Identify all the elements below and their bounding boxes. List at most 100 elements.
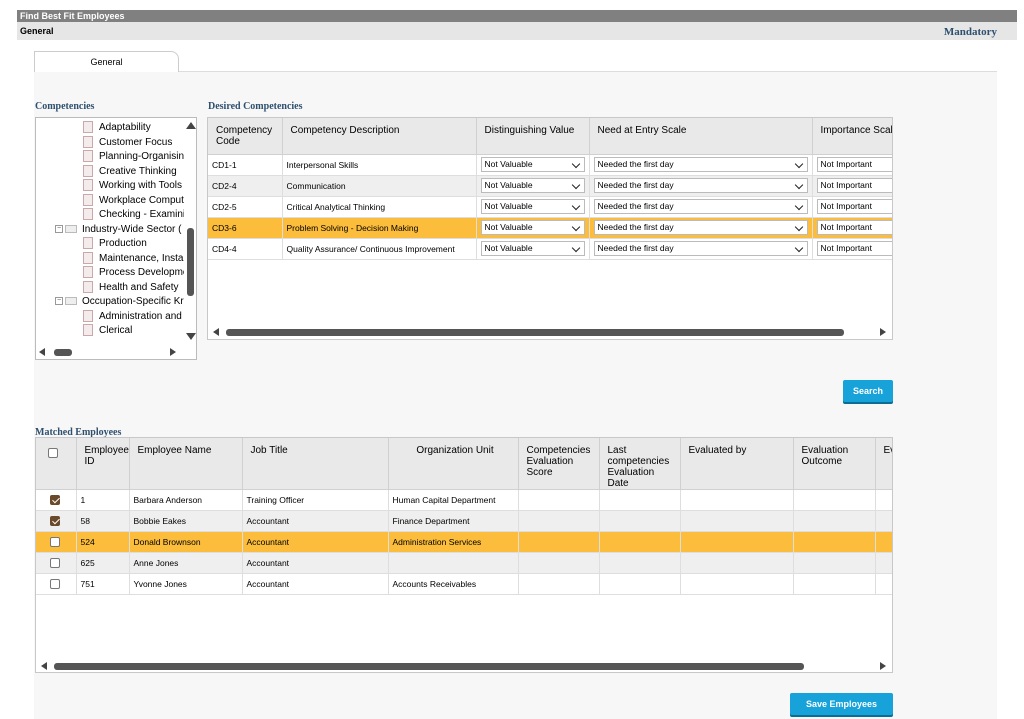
need-at-entry-select[interactable]: Needed the first day bbox=[593, 199, 808, 214]
need-at-entry-select[interactable]: Needed the first day bbox=[593, 241, 808, 256]
col-evaluation-outcome[interactable]: Evaluation Outcome bbox=[793, 438, 876, 490]
scroll-left-icon[interactable] bbox=[39, 348, 45, 356]
tree-leaf[interactable]: Working with Tools bbox=[83, 179, 182, 193]
chevron-down-icon bbox=[571, 201, 580, 211]
importance-select[interactable]: Not Important bbox=[816, 157, 892, 172]
col-need-at-entry-scale[interactable]: Need at Entry Scale bbox=[589, 118, 813, 155]
row-checkbox[interactable] bbox=[50, 516, 60, 527]
tree-folder[interactable]: − Industry-Wide Sector ( bbox=[55, 223, 181, 237]
row-checkbox[interactable] bbox=[50, 537, 60, 548]
importance-select[interactable]: Not Important bbox=[816, 199, 892, 214]
select-value: Not Important bbox=[820, 201, 873, 211]
checkbox-cell bbox=[36, 552, 77, 574]
table-row[interactable]: 751 Yvonne Jones Accountant Accounts Receiv… bbox=[36, 573, 892, 595]
scroll-down-icon[interactable] bbox=[186, 333, 196, 340]
search-button[interactable]: Search bbox=[843, 380, 893, 402]
empty-cell bbox=[680, 552, 794, 574]
col-evaluated-by[interactable]: Evaluated by bbox=[680, 438, 794, 490]
distinguishing-value-select[interactable]: Not Valuable bbox=[480, 241, 585, 256]
select-all-header[interactable] bbox=[36, 438, 77, 490]
need-at-entry-select[interactable]: Needed the first day bbox=[593, 220, 808, 235]
tree-leaf[interactable]: Clerical bbox=[83, 324, 132, 338]
empty-cell bbox=[875, 531, 892, 553]
distinguishing-value-select[interactable]: Not Valuable bbox=[480, 157, 585, 172]
tree-leaf[interactable]: Health and Safety bbox=[83, 280, 179, 295]
table-row[interactable]: CD1-1 Interpersonal Skills Not Valuable Nee… bbox=[208, 154, 892, 176]
col-evaluation-remarks[interactable]: Ev Re bbox=[875, 438, 892, 490]
competency-description-cell: Quality Assurance/ Continuous Improvemen… bbox=[282, 238, 477, 260]
col-competency-description[interactable]: Competency Description bbox=[282, 118, 477, 155]
scroll-left-icon[interactable] bbox=[213, 328, 219, 336]
col-employee-name[interactable]: Employee Name bbox=[129, 438, 243, 490]
scroll-right-icon[interactable] bbox=[170, 348, 176, 356]
scroll-up-icon[interactable] bbox=[186, 122, 196, 129]
desired-horizontal-thumb[interactable] bbox=[226, 329, 844, 336]
job-title-cell: Training Officer bbox=[242, 489, 389, 511]
tree-item-label: Working with Tools bbox=[99, 180, 182, 191]
table-row[interactable]: CD2-5 Critical Analytical Thinking Not Val… bbox=[208, 196, 892, 218]
table-row[interactable]: 1 Barbara Anderson Training Officer Human C… bbox=[36, 489, 892, 511]
scroll-left-icon[interactable] bbox=[41, 662, 47, 670]
need-at-entry-select[interactable]: Needed the first day bbox=[593, 157, 808, 172]
row-checkbox[interactable] bbox=[50, 495, 60, 506]
document-icon bbox=[83, 164, 93, 177]
select-value: Not Valuable bbox=[484, 180, 533, 190]
importance-select[interactable]: Not Important bbox=[816, 220, 892, 235]
save-employees-button[interactable]: Save Employees bbox=[790, 693, 893, 715]
distinguishing-value-select[interactable]: Not Valuable bbox=[480, 178, 585, 193]
matched-horizontal-thumb[interactable] bbox=[54, 663, 804, 670]
empty-cell bbox=[875, 573, 892, 595]
row-checkbox[interactable] bbox=[50, 579, 60, 590]
tree-leaf[interactable]: Creative Thinking bbox=[83, 164, 177, 179]
need-at-entry-select[interactable]: Needed the first day bbox=[593, 178, 808, 193]
collapse-icon[interactable]: − bbox=[55, 297, 63, 306]
tree-horizontal-scrollbar[interactable] bbox=[36, 345, 196, 359]
table-row[interactable]: CD2-4 Communication Not Valuable Needed the… bbox=[208, 175, 892, 197]
col-distinguishing-value[interactable]: Distinguishing Value bbox=[476, 118, 590, 155]
mandatory-link[interactable]: Mandatory bbox=[943, 26, 997, 38]
tree-leaf[interactable]: Customer Focus bbox=[83, 135, 172, 150]
table-row[interactable]: 58 Bobbie Eakes Accountant Finance Departme… bbox=[36, 510, 892, 532]
tree-leaf[interactable]: Checking - Examini bbox=[83, 208, 185, 222]
row-checkbox[interactable] bbox=[50, 558, 60, 569]
col-last-evaluation-date[interactable]: Last competencies Evaluation Date bbox=[599, 438, 681, 490]
col-competency-code[interactable]: Competency Code bbox=[208, 118, 283, 155]
desired-horizontal-scrollbar[interactable] bbox=[208, 325, 892, 339]
col-job-title[interactable]: Job Title bbox=[242, 438, 389, 490]
tree-leaf[interactable]: Maintenance, Insta bbox=[83, 251, 184, 266]
tree-leaf[interactable]: Workplace Computi bbox=[83, 193, 186, 208]
employee-id-cell: 1 bbox=[76, 489, 130, 511]
distinguishing-value-select[interactable]: Not Valuable bbox=[480, 220, 585, 235]
tree-vertical-scrollbar[interactable] bbox=[184, 118, 196, 344]
tree-leaf[interactable]: Production bbox=[83, 237, 147, 251]
importance-select[interactable]: Not Important bbox=[816, 178, 892, 193]
tree-horizontal-thumb[interactable] bbox=[54, 349, 72, 356]
table-row[interactable]: CD4-4 Quality Assurance/ Continuous Impro… bbox=[208, 238, 892, 260]
col-employee-id[interactable]: Employee ID bbox=[76, 438, 130, 490]
tree-leaf[interactable]: Administration and bbox=[83, 309, 182, 324]
col-importance-scale[interactable]: Importance Scale bbox=[812, 118, 892, 155]
col-organization-unit[interactable]: Organization Unit bbox=[388, 438, 519, 490]
matched-horizontal-scrollbar[interactable] bbox=[36, 659, 892, 672]
employee-name-cell: Donald Brownson bbox=[129, 531, 243, 553]
tree-vertical-thumb[interactable] bbox=[187, 228, 194, 296]
tree-folder[interactable]: − Occupation-Specific Kr bbox=[55, 295, 184, 309]
tab-general[interactable]: General bbox=[34, 51, 179, 72]
empty-cell bbox=[518, 552, 600, 574]
select-all-checkbox[interactable] bbox=[48, 448, 58, 459]
table-row[interactable]: CD3-6 Problem Solving - Decision Making No… bbox=[208, 217, 892, 239]
tree-leaf[interactable]: Adaptability bbox=[83, 121, 151, 135]
empty-cell bbox=[599, 510, 681, 532]
table-row[interactable]: 625 Anne Jones Accountant bbox=[36, 552, 892, 574]
competencies-tree[interactable]: Adaptability Customer Focus Planning-Organ… bbox=[35, 117, 197, 360]
scroll-right-icon[interactable] bbox=[880, 328, 886, 336]
importance-select[interactable]: Not Important bbox=[816, 241, 892, 256]
table-row[interactable]: 524 Donald Brownson Accountant Administrati… bbox=[36, 531, 892, 553]
col-competencies-evaluation-score[interactable]: Competencies Evaluation Score bbox=[518, 438, 600, 490]
distinguishing-value-select[interactable]: Not Valuable bbox=[480, 199, 585, 214]
scroll-right-icon[interactable] bbox=[880, 662, 886, 670]
collapse-icon[interactable]: − bbox=[55, 224, 63, 233]
employee-id-cell: 751 bbox=[76, 573, 130, 595]
tree-leaf[interactable]: Planning-Organisin bbox=[83, 150, 184, 164]
tree-leaf[interactable]: Process Developme bbox=[83, 266, 188, 280]
